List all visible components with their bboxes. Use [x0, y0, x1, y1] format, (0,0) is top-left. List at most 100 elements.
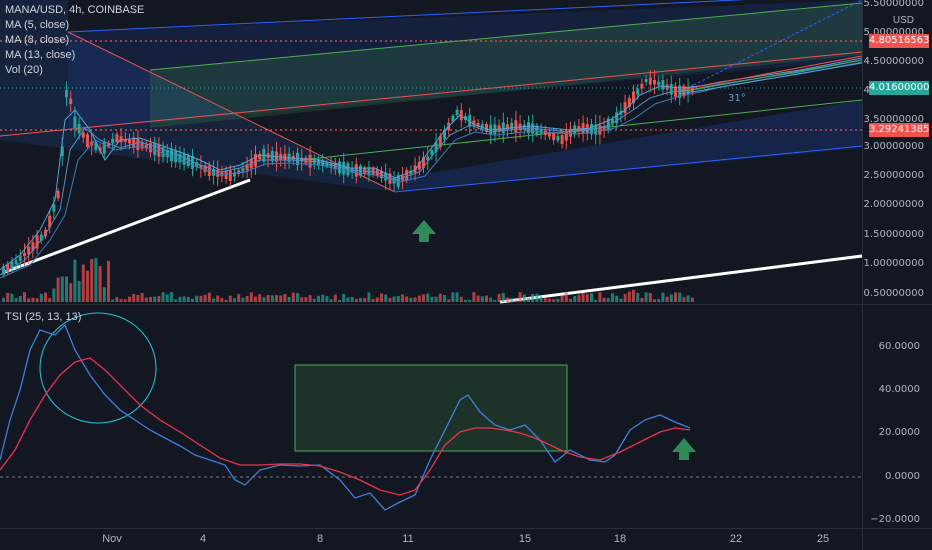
candle-body — [396, 174, 400, 187]
candle-body — [86, 134, 89, 147]
volume-bar — [144, 297, 148, 302]
angle-label: 31° — [728, 93, 746, 104]
tsi-axis-label: −20.0000 — [870, 514, 920, 525]
volume-bar — [107, 260, 110, 302]
candle-body — [39, 234, 43, 241]
candle-body — [644, 79, 648, 83]
date-axis-label: 4 — [199, 533, 207, 545]
volume-bar — [476, 295, 480, 302]
volume-bar — [506, 297, 509, 302]
volume-bar — [300, 297, 304, 302]
volume-bar — [556, 298, 560, 302]
legend-ma5[interactable]: MA (5, close) — [5, 19, 70, 31]
volume-bar — [321, 294, 325, 302]
candle-body — [48, 215, 52, 228]
volume-bar — [258, 294, 262, 302]
volume-bar — [153, 296, 157, 302]
volume-bar — [539, 296, 543, 302]
volume-bar — [653, 299, 656, 302]
volume-bar — [31, 297, 35, 302]
volume-bar — [35, 298, 39, 302]
candle-body — [678, 85, 682, 98]
channel-lower-fill — [390, 100, 862, 192]
volume-bar — [585, 293, 589, 302]
candle-body — [476, 123, 480, 127]
volume-bar — [90, 259, 94, 302]
volume-bar — [543, 297, 547, 302]
candle-body — [153, 143, 157, 156]
volume-bar — [354, 298, 358, 302]
candle-body — [186, 155, 190, 166]
volume-bar — [283, 294, 287, 302]
candle-body — [174, 150, 178, 163]
channel-bottom-line — [394, 145, 863, 193]
volume-bar — [304, 297, 308, 302]
candle-body — [52, 204, 56, 212]
volume-bar — [237, 294, 241, 302]
candle-body — [149, 143, 152, 153]
symbol-title[interactable]: MANA/USD, 4h, COINBASE — [5, 4, 145, 16]
volume-bar — [266, 295, 270, 302]
candle-body — [69, 98, 73, 105]
candle-body — [60, 146, 64, 157]
candle-body — [102, 141, 106, 154]
candle-body — [577, 126, 581, 131]
candle-body — [35, 235, 39, 249]
volume-bar — [275, 295, 278, 302]
volume-bar — [102, 287, 106, 302]
candle-body — [182, 153, 186, 165]
volume-bar — [623, 293, 627, 302]
candle-body — [594, 124, 598, 135]
legend-ma13[interactable]: MA (13, close) — [5, 49, 76, 61]
date-axis-label: 25 — [816, 533, 830, 545]
candle-body — [237, 170, 241, 174]
candle-body — [98, 147, 102, 151]
candle-body — [304, 157, 308, 164]
volume-bar — [10, 293, 14, 302]
candle-body — [56, 190, 60, 199]
channel-red-mid — [0, 51, 863, 137]
candle-body — [123, 138, 127, 142]
price-axis-label: 3.00000000 — [863, 141, 924, 152]
volume-bar — [611, 293, 614, 302]
price-axis-label: 1.50000000 — [863, 229, 924, 240]
volume-bar — [657, 299, 661, 302]
trendline-left — [4, 178, 251, 274]
price-axis-label: 5.00000000 — [863, 27, 924, 38]
candle-body — [556, 135, 560, 141]
volume-bar — [451, 292, 455, 302]
volume-bar — [119, 298, 123, 302]
volume-bar — [157, 296, 161, 302]
candle-body — [195, 162, 199, 167]
candle-body — [6, 263, 10, 272]
candle-body — [170, 148, 173, 162]
candle-body — [543, 130, 547, 136]
volume-bar — [535, 293, 539, 302]
candle-body — [615, 112, 619, 124]
volume-bar — [577, 294, 581, 302]
volume-bar — [472, 292, 476, 302]
tsi-legend[interactable]: TSI (25, 13, 13) — [5, 311, 82, 323]
volume-bar — [249, 292, 253, 302]
volume-bar — [430, 296, 434, 302]
fan-line — [679, 0, 863, 93]
candle-body — [115, 134, 119, 143]
candle-body — [300, 157, 304, 162]
volume-bar — [531, 294, 535, 302]
candle-body — [161, 147, 165, 157]
candle-body — [636, 88, 640, 95]
candle-body — [569, 128, 572, 137]
volume-bar — [359, 298, 362, 302]
volume-bar — [606, 298, 610, 302]
volume-bar — [518, 292, 522, 302]
volume-bar — [409, 297, 413, 302]
price-pane: 31° — [0, 0, 863, 304]
candle-body — [233, 172, 236, 177]
volume-bar — [52, 288, 56, 302]
candle-body — [136, 137, 140, 151]
legend-ma8[interactable]: MA (8, close) — [5, 34, 70, 46]
candle-body — [585, 124, 589, 134]
pane-divider[interactable] — [0, 304, 932, 305]
legend-vol[interactable]: Vol (20) — [5, 64, 43, 76]
